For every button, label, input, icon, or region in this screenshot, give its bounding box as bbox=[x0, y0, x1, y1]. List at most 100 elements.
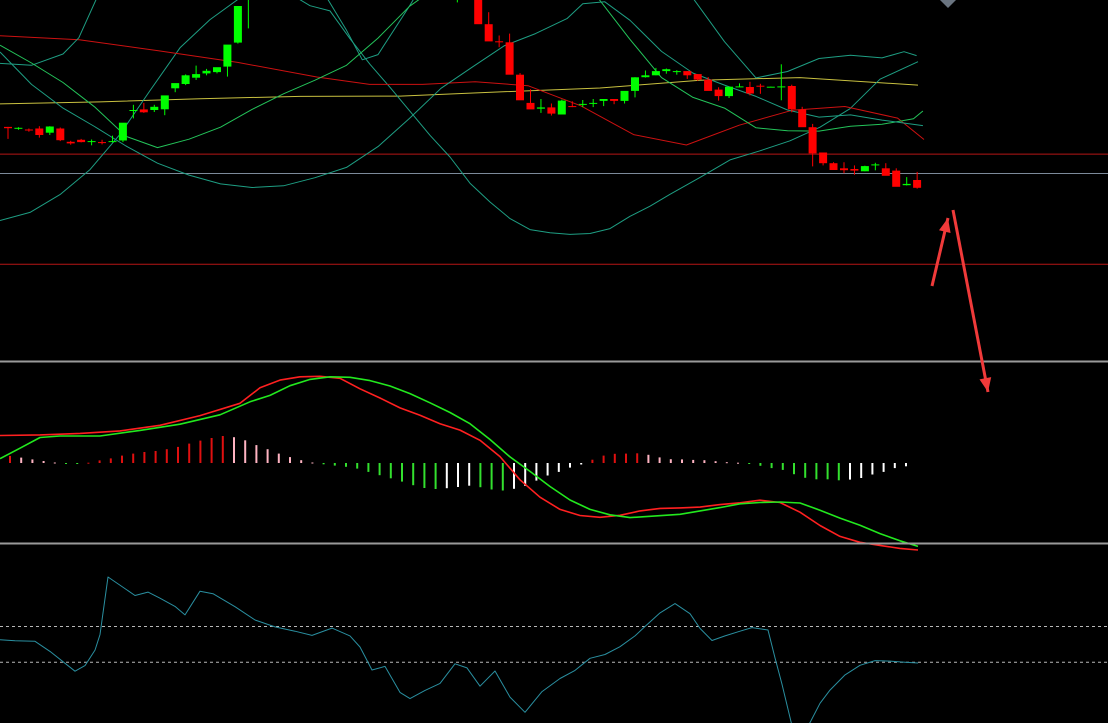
macd-histogram-bar bbox=[87, 462, 90, 464]
macd-signal-line bbox=[0, 376, 919, 548]
macd-histogram-bar bbox=[210, 438, 213, 463]
macd-histogram-bar bbox=[524, 463, 527, 486]
macd-histogram-bar bbox=[345, 463, 347, 467]
macd-histogram-bar bbox=[457, 463, 459, 487]
candle-body bbox=[181, 75, 190, 84]
macd-histogram-bar bbox=[882, 463, 885, 472]
candle-body bbox=[536, 107, 545, 109]
bollinger-upper-band bbox=[0, 0, 917, 79]
macd-histogram-bar bbox=[132, 453, 135, 463]
candle-body bbox=[516, 74, 524, 101]
price-panel bbox=[0, 0, 1108, 265]
macd-histogram-bar bbox=[143, 452, 146, 463]
macd-histogram-bar bbox=[737, 462, 739, 464]
candle-body bbox=[129, 110, 138, 111]
macd-histogram-bar bbox=[154, 451, 157, 463]
candle-body bbox=[871, 164, 880, 166]
candle-body bbox=[631, 77, 639, 91]
fast-moving-average-line bbox=[0, 35, 925, 146]
candle-body bbox=[840, 168, 848, 171]
macd-histogram-bar bbox=[188, 443, 191, 463]
macd-histogram-bar bbox=[98, 460, 101, 463]
macd-histogram-bar bbox=[221, 436, 224, 463]
candle-body bbox=[171, 83, 180, 89]
candle-body bbox=[139, 109, 148, 113]
macd-histogram-bar bbox=[781, 463, 784, 470]
long-moving-average-line bbox=[0, 0, 919, 235]
candle-body bbox=[735, 86, 744, 88]
arrow-annotations bbox=[930, 209, 992, 393]
macd-histogram-bar bbox=[76, 463, 79, 464]
macd-histogram-bar bbox=[468, 463, 471, 486]
macd-histogram-bar bbox=[177, 446, 179, 463]
macd-histogram-bar bbox=[759, 463, 762, 466]
candle-body bbox=[45, 126, 54, 133]
macd-histogram-bar bbox=[569, 463, 571, 468]
candle-body bbox=[829, 163, 838, 170]
macd-histogram-bar bbox=[199, 440, 202, 463]
macd-histogram-bar bbox=[613, 453, 616, 463]
candle-body bbox=[599, 99, 608, 101]
macd-histogram-bar bbox=[893, 463, 896, 469]
macd-histogram-bar bbox=[714, 461, 717, 463]
candle-body bbox=[589, 102, 598, 104]
macd-histogram-bar bbox=[692, 459, 695, 463]
macd-histogram-bar bbox=[53, 462, 56, 464]
candle-body bbox=[87, 141, 96, 143]
macd-histogram-bar bbox=[412, 463, 415, 486]
macd-histogram-bar bbox=[490, 463, 493, 490]
macd-histogram-bar bbox=[636, 453, 639, 463]
candle-body bbox=[610, 99, 619, 101]
macd-histogram-bar bbox=[434, 463, 437, 489]
candle-body bbox=[233, 6, 242, 43]
macd-histogram-bar bbox=[255, 445, 258, 463]
macd-histogram-bar bbox=[233, 437, 235, 463]
candle-body bbox=[578, 103, 587, 105]
annotation-arrow-shaft bbox=[951, 209, 990, 393]
candle-body bbox=[902, 183, 911, 186]
bollinger-lower-band bbox=[0, 1, 923, 188]
candle-body bbox=[56, 128, 65, 141]
candle-body bbox=[798, 109, 807, 128]
macd-histogram-bar bbox=[479, 463, 482, 488]
candle-body bbox=[913, 180, 922, 188]
macd-histogram-bar bbox=[389, 463, 392, 479]
candle-body bbox=[850, 169, 859, 171]
candle-body bbox=[714, 89, 723, 97]
macd-histogram-bar bbox=[322, 463, 325, 465]
candle-body bbox=[683, 71, 692, 76]
macd-histogram-bar bbox=[535, 463, 538, 481]
macd-histogram-bar bbox=[557, 463, 560, 472]
macd-histogram-bar bbox=[703, 460, 706, 463]
candle-body bbox=[160, 95, 169, 110]
macd-histogram-bar bbox=[165, 449, 168, 463]
candle-body bbox=[14, 127, 23, 129]
macd-histogram-bar bbox=[725, 462, 728, 464]
macd-histogram-bar bbox=[333, 463, 336, 466]
candle-body bbox=[150, 106, 159, 110]
candle-body bbox=[777, 86, 786, 88]
macd-histogram-bar bbox=[647, 454, 650, 463]
macd-histogram-bar bbox=[815, 463, 818, 480]
macd-histogram-bar bbox=[793, 463, 795, 475]
macd-histogram-bar bbox=[31, 459, 34, 463]
macd-histogram-bar bbox=[289, 457, 291, 463]
macd-histogram-bar bbox=[65, 463, 67, 464]
candle-body bbox=[202, 70, 211, 74]
macd-histogram-bar bbox=[602, 455, 605, 463]
candle-body bbox=[860, 166, 869, 172]
macd-histogram-bar bbox=[513, 463, 515, 489]
macd-histogram-bar bbox=[367, 463, 370, 472]
candle-body bbox=[693, 74, 702, 80]
candle-body bbox=[620, 90, 629, 101]
candle-body bbox=[66, 141, 75, 144]
macd-histogram-bar bbox=[860, 463, 863, 478]
candle-body bbox=[526, 102, 535, 110]
macd-histogram-bar bbox=[311, 462, 314, 464]
macd-histogram-bar bbox=[109, 458, 112, 463]
oscillator-line bbox=[0, 576, 919, 723]
candle-body bbox=[651, 71, 660, 76]
macd-histogram-bar bbox=[244, 440, 247, 463]
candle-body bbox=[484, 24, 493, 42]
